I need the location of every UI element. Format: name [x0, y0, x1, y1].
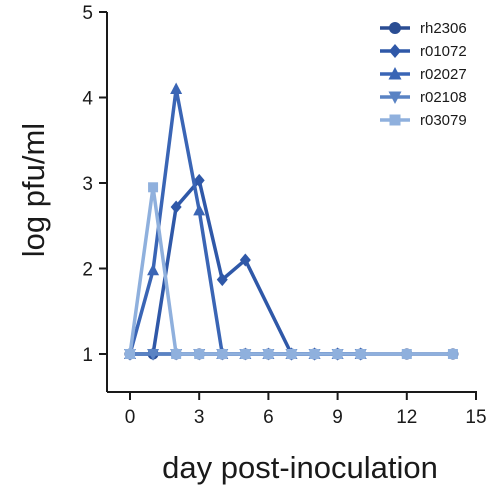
data-point	[147, 349, 160, 361]
legend-label: r02027	[420, 66, 467, 83]
data-point	[216, 273, 228, 287]
x-tick-label: 12	[396, 407, 417, 428]
legend-item: r02027	[380, 66, 467, 83]
legend-label: rh2306	[420, 20, 467, 37]
legend-marker	[389, 44, 401, 58]
y-tick-label: 1	[82, 345, 93, 366]
data-point	[332, 349, 343, 359]
data-point	[217, 349, 228, 359]
data-point	[239, 253, 251, 267]
data-point	[401, 349, 412, 359]
data-point	[193, 173, 205, 187]
data-point	[194, 349, 205, 359]
data-point	[309, 349, 320, 359]
y-tick-label: 3	[82, 174, 93, 195]
data-point	[263, 349, 274, 359]
legend-item: r03079	[380, 112, 467, 129]
legend-marker	[389, 114, 401, 126]
x-tick-label: 15	[465, 407, 486, 428]
data-point	[447, 349, 458, 359]
legend-marker	[388, 67, 402, 80]
data-point	[240, 349, 251, 359]
y-axis-title: log pfu/ml	[16, 123, 51, 257]
data-point	[355, 349, 366, 359]
data-point	[148, 182, 159, 193]
series-layer	[124, 82, 459, 361]
x-tick-label: 0	[125, 407, 136, 428]
data-point	[147, 263, 160, 276]
data-point	[170, 200, 182, 214]
legend-item: rh2306	[380, 20, 467, 37]
x-axis-title: day post-inoculation	[162, 450, 438, 485]
legend-label: r03079	[420, 112, 467, 129]
y-tick-label: 4	[82, 89, 93, 110]
y-tick-label: 2	[82, 260, 93, 281]
legend: rh2306 r01072 r02027 r02108 r03079	[380, 20, 467, 129]
series-r03079	[125, 182, 458, 359]
series-line	[128, 185, 453, 356]
legend-item: r01072	[380, 43, 467, 60]
legend-item: r02108	[380, 89, 467, 106]
x-tick-label: 9	[332, 407, 343, 428]
data-point	[170, 82, 183, 94]
y-tick-label: 5	[82, 3, 93, 24]
data-point	[286, 349, 297, 359]
legend-marker	[388, 91, 402, 104]
legend-marker	[389, 22, 401, 34]
legend-label: r02108	[420, 89, 467, 106]
data-point	[125, 349, 135, 359]
x-tick-label: 6	[263, 407, 274, 428]
series-line	[128, 87, 361, 356]
x-tick-label: 3	[194, 407, 205, 428]
data-point	[193, 203, 206, 216]
data-point	[171, 349, 182, 359]
legend-label: r01072	[420, 43, 467, 60]
